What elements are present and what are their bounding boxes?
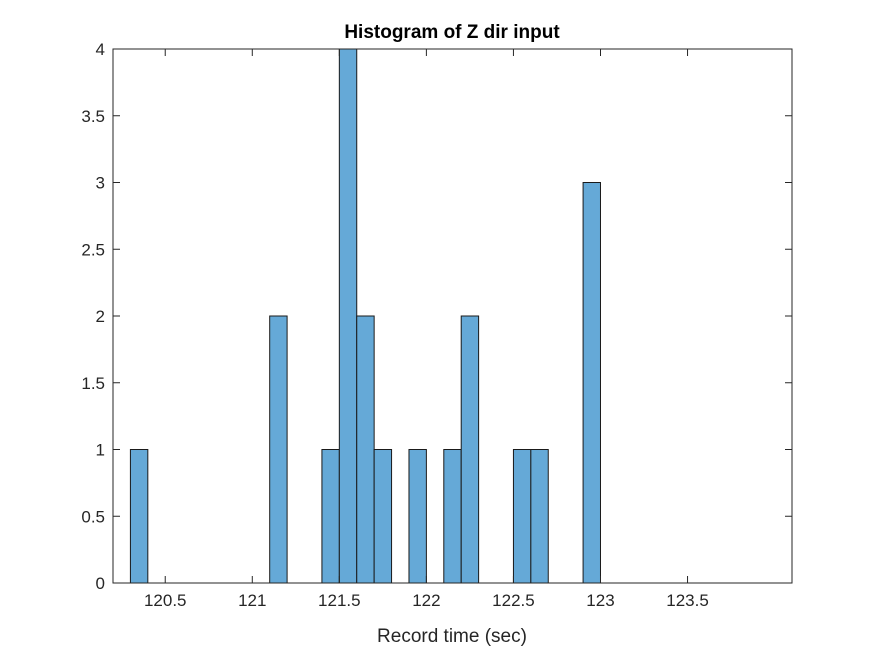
y-tick-label: 3.5 xyxy=(81,107,105,126)
x-tick-label: 123 xyxy=(586,591,614,610)
x-tick-label: 121.5 xyxy=(318,591,361,610)
y-tick-label: 2 xyxy=(96,307,105,326)
histogram-bar xyxy=(408,449,427,584)
histogram-bar xyxy=(530,449,549,584)
x-tick-label: 122 xyxy=(412,591,440,610)
x-tick-label: 123.5 xyxy=(666,591,709,610)
y-tick-label: 1 xyxy=(96,441,105,460)
x-tick-label: 121 xyxy=(238,591,266,610)
y-tick-label: 0 xyxy=(96,574,105,593)
histogram-bar xyxy=(129,449,149,584)
x-tick-label: 120.5 xyxy=(144,591,187,610)
histogram-bar xyxy=(460,315,480,584)
histogram-bar xyxy=(512,449,532,584)
y-tick-label: 1.5 xyxy=(81,374,105,393)
histogram-bar xyxy=(373,449,393,584)
y-tick-label: 0.5 xyxy=(81,507,105,526)
tick-labels: 120.5 121 121.5 122 122.5 123 123.5 0 0.5 1 1.5 2 2.… xyxy=(81,40,708,610)
x-tick-label: 122.5 xyxy=(492,591,535,610)
x-axis-label: Record time (sec) xyxy=(377,626,527,647)
y-tick-label: 4 xyxy=(96,40,105,59)
histogram-bar xyxy=(321,449,340,584)
histogram-bar xyxy=(443,449,462,584)
y-tick-label: 3 xyxy=(96,174,105,193)
histogram-bar xyxy=(582,182,601,584)
histogram-bar xyxy=(356,315,375,584)
chart-title: Histogram of Z dir input xyxy=(344,22,560,43)
histogram-bar xyxy=(269,315,288,584)
y-tick-label: 2.5 xyxy=(81,240,105,259)
histogram-bar xyxy=(338,48,358,584)
axes-box xyxy=(112,48,793,584)
